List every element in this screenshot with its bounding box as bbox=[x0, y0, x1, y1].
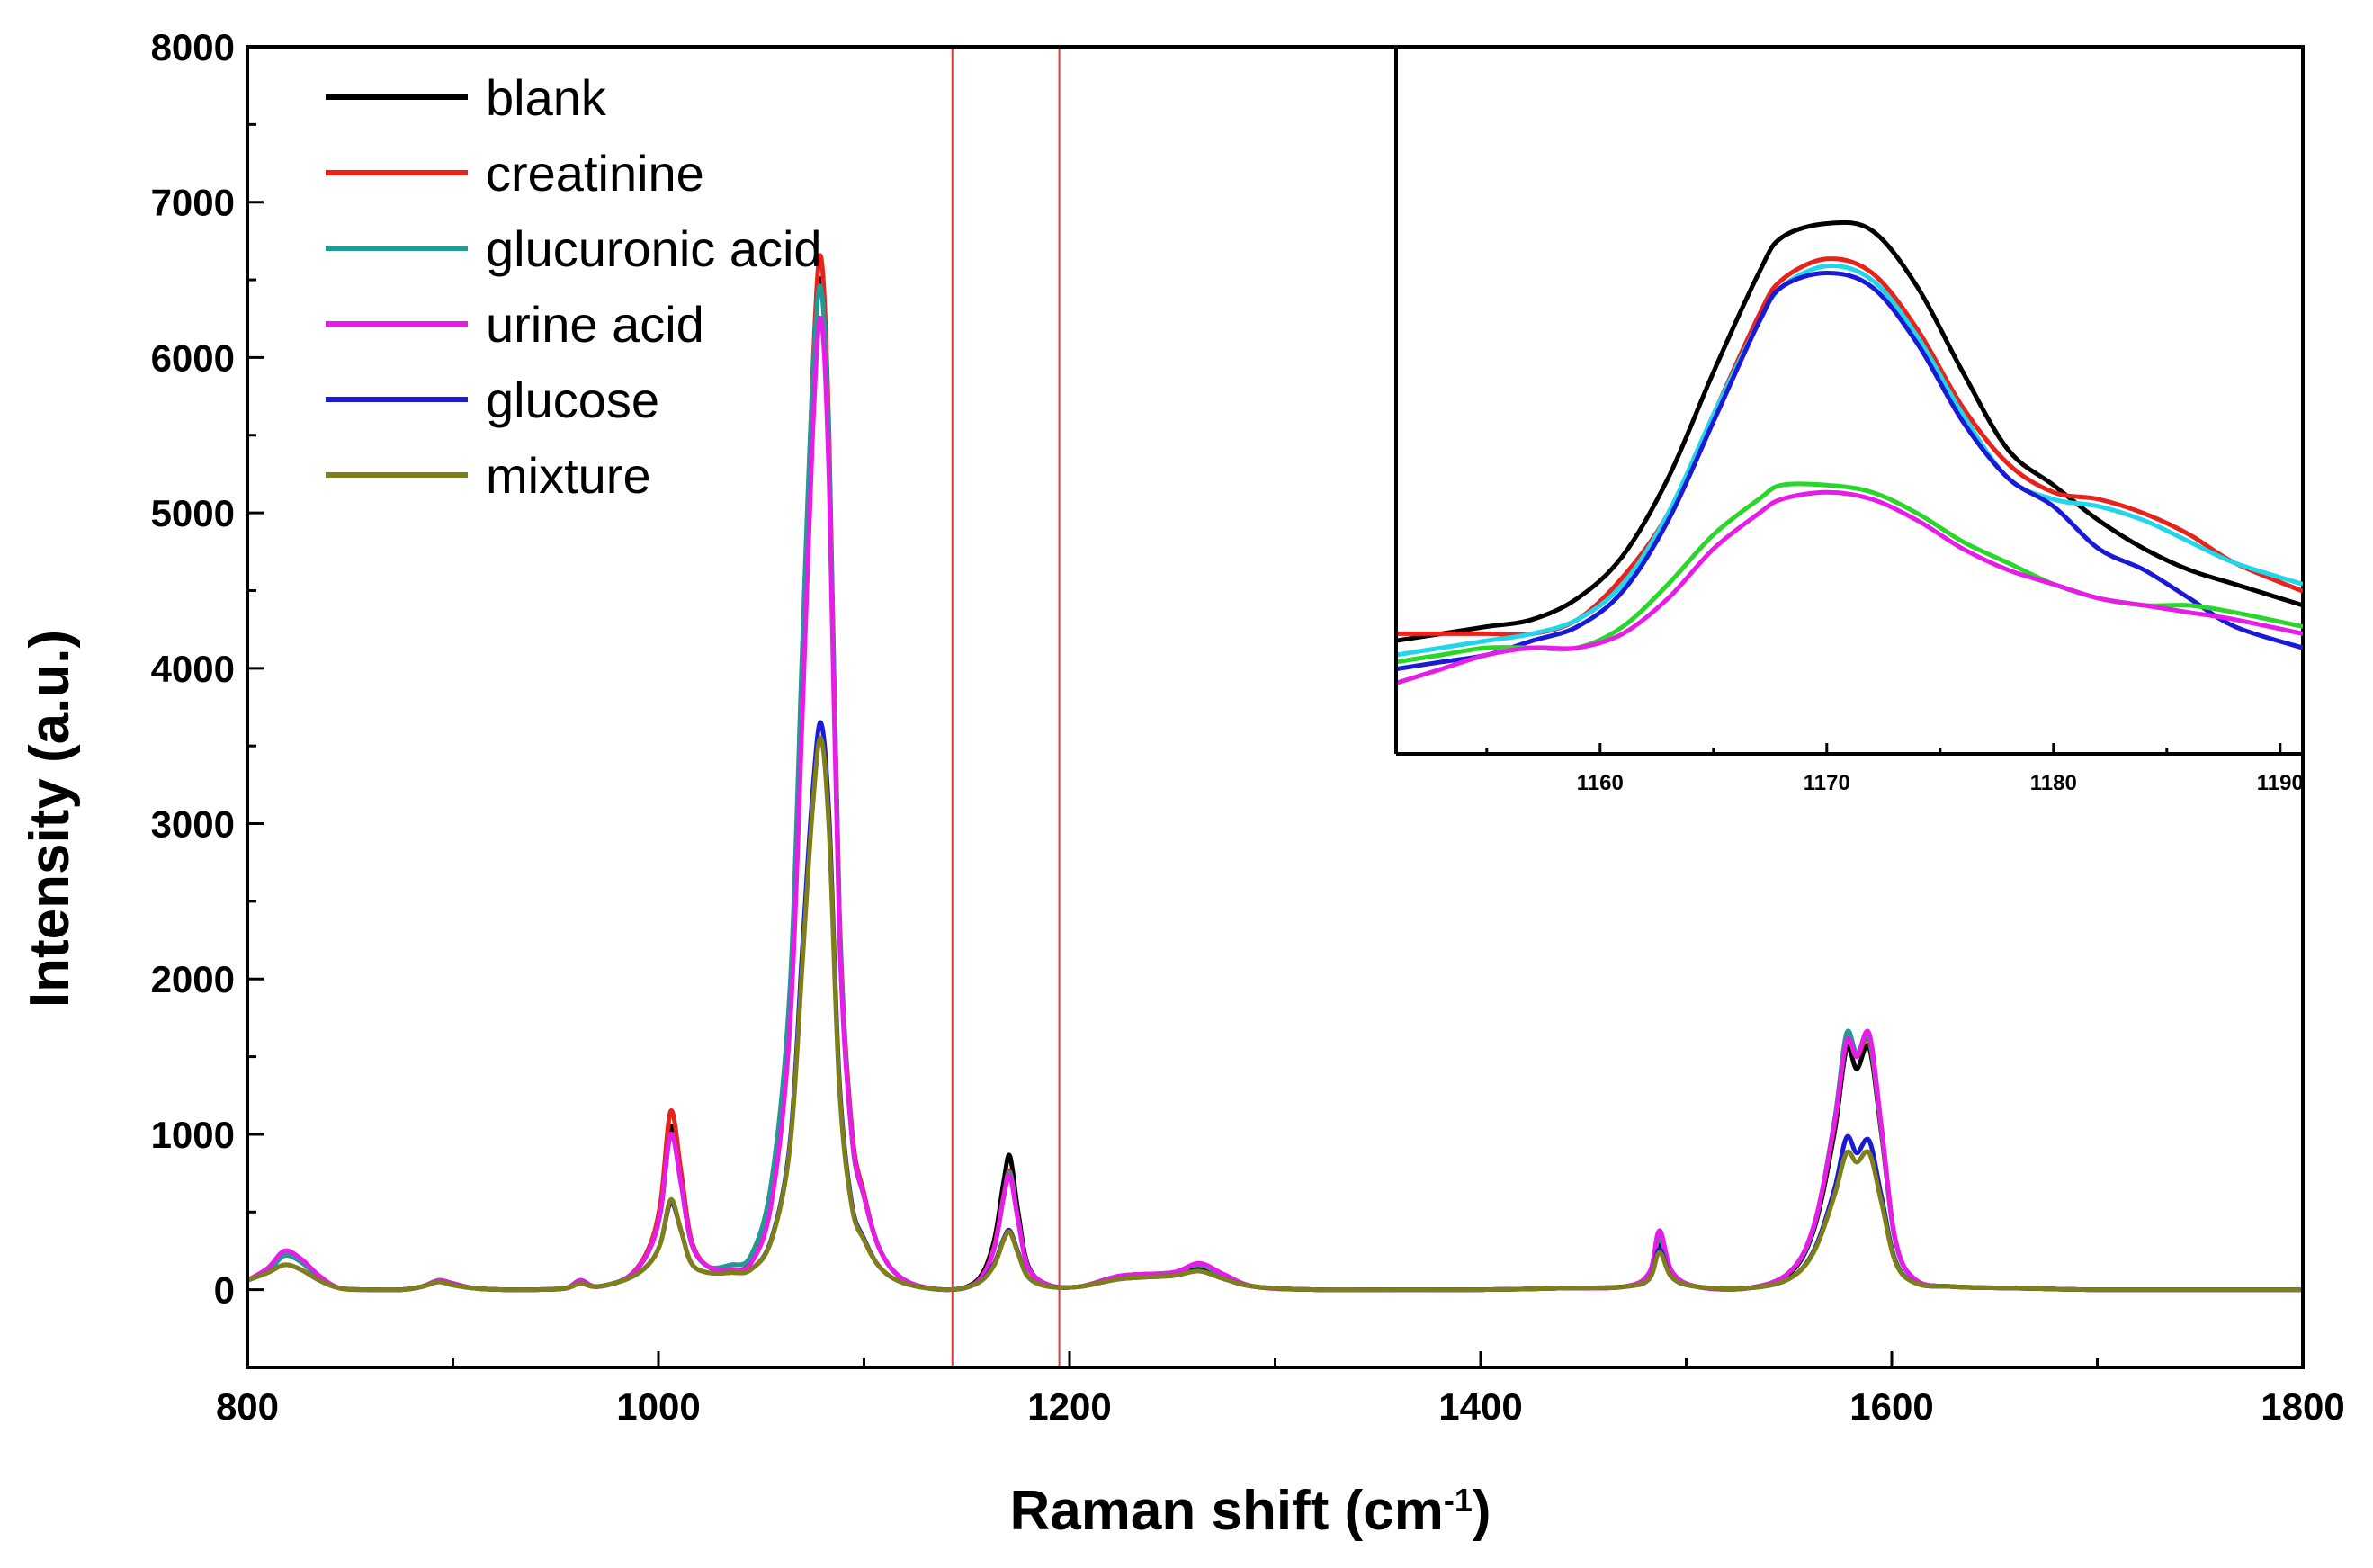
x-tick-label: 1800 bbox=[2261, 1385, 2344, 1428]
inset-series-group bbox=[1396, 220, 2303, 685]
x-tick-label: 1400 bbox=[1438, 1385, 1522, 1428]
legend-label-creatinine: creatinine bbox=[486, 145, 704, 202]
legend-label-glucose: glucose bbox=[486, 372, 659, 428]
inset-line-cyan bbox=[1396, 263, 2303, 658]
inset-plot: 1160 1170 1180 1190 bbox=[1394, 47, 2304, 795]
main-plot: 800 1000 1200 1400 1600 1800 0 1000 2000 3000 4000… bbox=[151, 26, 2345, 1428]
main-series-group bbox=[246, 253, 2303, 1293]
y-tick-label: 8000 bbox=[151, 26, 235, 68]
inset-line-glucose bbox=[1396, 271, 2303, 672]
y-tick-label: 5000 bbox=[151, 492, 235, 534]
y-tick-label: 7000 bbox=[151, 182, 235, 224]
x-tick-label: 1000 bbox=[616, 1385, 700, 1428]
inset-x-tick-label: 1170 bbox=[1804, 771, 1850, 795]
x-tick-label: 800 bbox=[216, 1385, 279, 1428]
y-tick-label: 2000 bbox=[151, 958, 235, 1000]
inset-x-tick-label: 1180 bbox=[2030, 771, 2077, 795]
legend-label-urine-acid: urine acid bbox=[486, 296, 704, 353]
y-tick-label: 0 bbox=[214, 1269, 235, 1312]
legend-label-mixture: mixture bbox=[486, 447, 651, 504]
y-axis-title: Intensity (a.u.) bbox=[19, 630, 81, 1008]
inset-line-blank bbox=[1396, 220, 2303, 643]
y-tick-label: 1000 bbox=[151, 1114, 235, 1156]
y-tick-label: 4000 bbox=[151, 648, 235, 690]
y-tick-label: 6000 bbox=[151, 336, 235, 379]
series-line-mixture bbox=[246, 735, 2303, 1293]
inset-line-urine-acid bbox=[1396, 489, 2303, 685]
x-tick-label: 1200 bbox=[1027, 1385, 1111, 1428]
legend: blank creatinine glucuronic acid urine acid… bbox=[326, 69, 822, 504]
legend-label-blank: blank bbox=[486, 69, 607, 126]
y-tick-label: 3000 bbox=[151, 803, 235, 846]
inset-x-tick-label: 1160 bbox=[1577, 771, 1624, 795]
legend-label-glucuronic-acid: glucuronic acid bbox=[486, 220, 822, 277]
x-tick-label: 1600 bbox=[1849, 1385, 1933, 1428]
inset-x-tick-label: 1190 bbox=[2257, 771, 2304, 795]
x-axis-title: Raman shift (cm-1) bbox=[1010, 1480, 1491, 1542]
